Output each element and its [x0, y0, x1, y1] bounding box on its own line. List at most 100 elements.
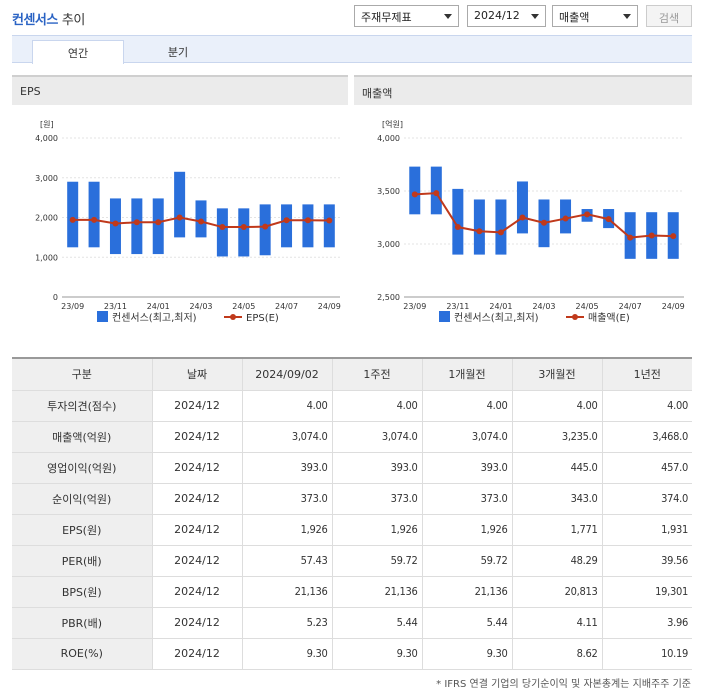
table-cell: 4.00 [242, 390, 333, 422]
estimate-point [198, 218, 204, 225]
table-cell: 9.30 [332, 638, 423, 670]
table-cell: 2024/12 [152, 483, 243, 515]
table-cell: 1,926 [242, 514, 333, 546]
period-value: 2024/12 [474, 9, 520, 22]
range-bar [131, 198, 143, 255]
table-cell: 2024/12 [152, 576, 243, 608]
x-tick-label: 24/07 [275, 302, 298, 311]
column-header: 1개월전 [422, 357, 513, 391]
item-select[interactable]: 매출액 [552, 5, 638, 27]
table-cell: 373.0 [242, 483, 333, 515]
revenue-chart-title: 매출액 [354, 75, 692, 105]
table-cell: 2024/12 [152, 390, 243, 422]
legend-range-swatch [439, 311, 450, 322]
table-cell: 1,926 [332, 514, 423, 546]
column-header: 2024/09/02 [242, 357, 333, 391]
estimate-point [627, 234, 634, 241]
table-row: 매출액(억원) 2024/12 3,074.0 3,074.0 3,074.0 3,235… [12, 421, 692, 453]
range-bar [67, 181, 79, 248]
x-tick-label: 24/05 [232, 302, 255, 311]
estimate-point [605, 216, 612, 223]
table-cell: 374.0 [602, 483, 692, 515]
table-cell: 19,301 [602, 576, 692, 608]
y-tick-label: 4,000 [35, 134, 58, 143]
title-rest: 추이 [61, 13, 85, 28]
row-label: 매출액(억원) [12, 421, 153, 453]
table-cell: 4.11 [512, 607, 603, 639]
x-tick-label: 24/01 [147, 302, 170, 311]
row-label: PER(배) [12, 545, 153, 577]
table-row: PER(배) 2024/12 57.43 59.72 59.72 48.29 39.56 [12, 545, 692, 577]
legend-line-marker [230, 314, 236, 320]
row-label: 영업이익(억원) [12, 452, 153, 484]
x-tick-label: 24/09 [662, 302, 685, 311]
table-cell: 21,136 [332, 576, 423, 608]
range-bar [88, 181, 100, 248]
estimate-point [584, 211, 591, 218]
table-cell: 3,235.0 [512, 421, 603, 453]
estimate-point [155, 219, 162, 226]
table-cell: 2024/12 [152, 421, 243, 453]
row-label: 투자의견(점수) [12, 390, 153, 422]
x-tick-label: 23/09 [403, 302, 426, 311]
legend-range-label: 컨센서스(최고,최저) [112, 312, 197, 324]
title-accent: 컨센서스 [12, 13, 58, 28]
range-bar [323, 204, 335, 248]
range-bar [174, 171, 186, 238]
range-bar [152, 198, 164, 255]
eps-chart-panel: EPS [원] 4,000 3,000 2,000 1,000 0 23/09 23/11 24… [12, 75, 348, 333]
estimate-point [519, 214, 526, 221]
column-header: 1년전 [602, 357, 692, 391]
range-bar [238, 208, 250, 257]
row-label: PBR(배) [12, 607, 153, 639]
range-bar [216, 208, 228, 257]
table-cell: 1,771 [512, 514, 603, 546]
table-cell: 2024/12 [152, 452, 243, 484]
statement-type-select[interactable]: 주재무제표 [354, 5, 459, 27]
estimate-point [91, 216, 98, 223]
y-tick-label: 3,500 [377, 187, 400, 196]
table-body: 투자의견(점수) 2024/12 4.00 4.00 4.00 4.00 4.00 매출액(억… [12, 390, 692, 670]
range-bar [473, 199, 485, 255]
legend-line-label: EPS(E) [246, 313, 279, 324]
eps-chart-title: EPS [12, 75, 348, 105]
estimate-point [670, 233, 677, 240]
row-label: BPS(원) [12, 576, 153, 608]
estimate-point [283, 217, 290, 224]
range-bar [409, 166, 421, 215]
tab-quarterly[interactable]: 분기 [167, 46, 189, 59]
table-cell: 445.0 [512, 452, 603, 484]
x-tick-label: 24/07 [619, 302, 642, 311]
estimate-point [433, 190, 440, 197]
table-cell: 4.00 [332, 390, 423, 422]
table-cell: 343.0 [512, 483, 603, 515]
y-tick-label: 2,500 [377, 293, 400, 302]
table-cell: 5.23 [242, 607, 333, 639]
range-bar [495, 199, 507, 255]
table-cell: 48.29 [512, 545, 603, 577]
table-cell: 3.96 [602, 607, 692, 639]
table-cell: 21,136 [242, 576, 333, 608]
y-tick-label: 3,000 [35, 174, 58, 183]
row-label: ROE(%) [12, 638, 153, 670]
tab-annual[interactable]: 연간 [32, 40, 124, 64]
table-cell: 373.0 [332, 483, 423, 515]
table-cell: 57.43 [242, 545, 333, 577]
x-tick-label: 23/09 [61, 302, 84, 311]
x-tick-label: 23/11 [104, 302, 127, 311]
table-cell: 21,136 [422, 576, 513, 608]
period-tabs: 연간 분기 [12, 35, 692, 64]
x-tick-label: 24/01 [489, 302, 512, 311]
period-select[interactable]: 2024/12 [467, 5, 546, 27]
x-tick-label: 23/11 [446, 302, 469, 311]
search-button[interactable]: 검색 [646, 5, 692, 27]
x-tick-label: 24/03 [532, 302, 555, 311]
x-tick-label: 24/05 [576, 302, 599, 311]
table-cell: 457.0 [602, 452, 692, 484]
table-row: PBR(배) 2024/12 5.23 5.44 5.44 4.11 3.96 [12, 607, 692, 639]
table-cell: 4.00 [512, 390, 603, 422]
table-cell: 8.62 [512, 638, 603, 670]
table-cell: 2024/12 [152, 545, 243, 577]
table-cell: 39.56 [602, 545, 692, 577]
table-header-row: 구분 날짜 2024/09/02 1주전 1개월전 3개월전 1년전 [12, 357, 692, 391]
